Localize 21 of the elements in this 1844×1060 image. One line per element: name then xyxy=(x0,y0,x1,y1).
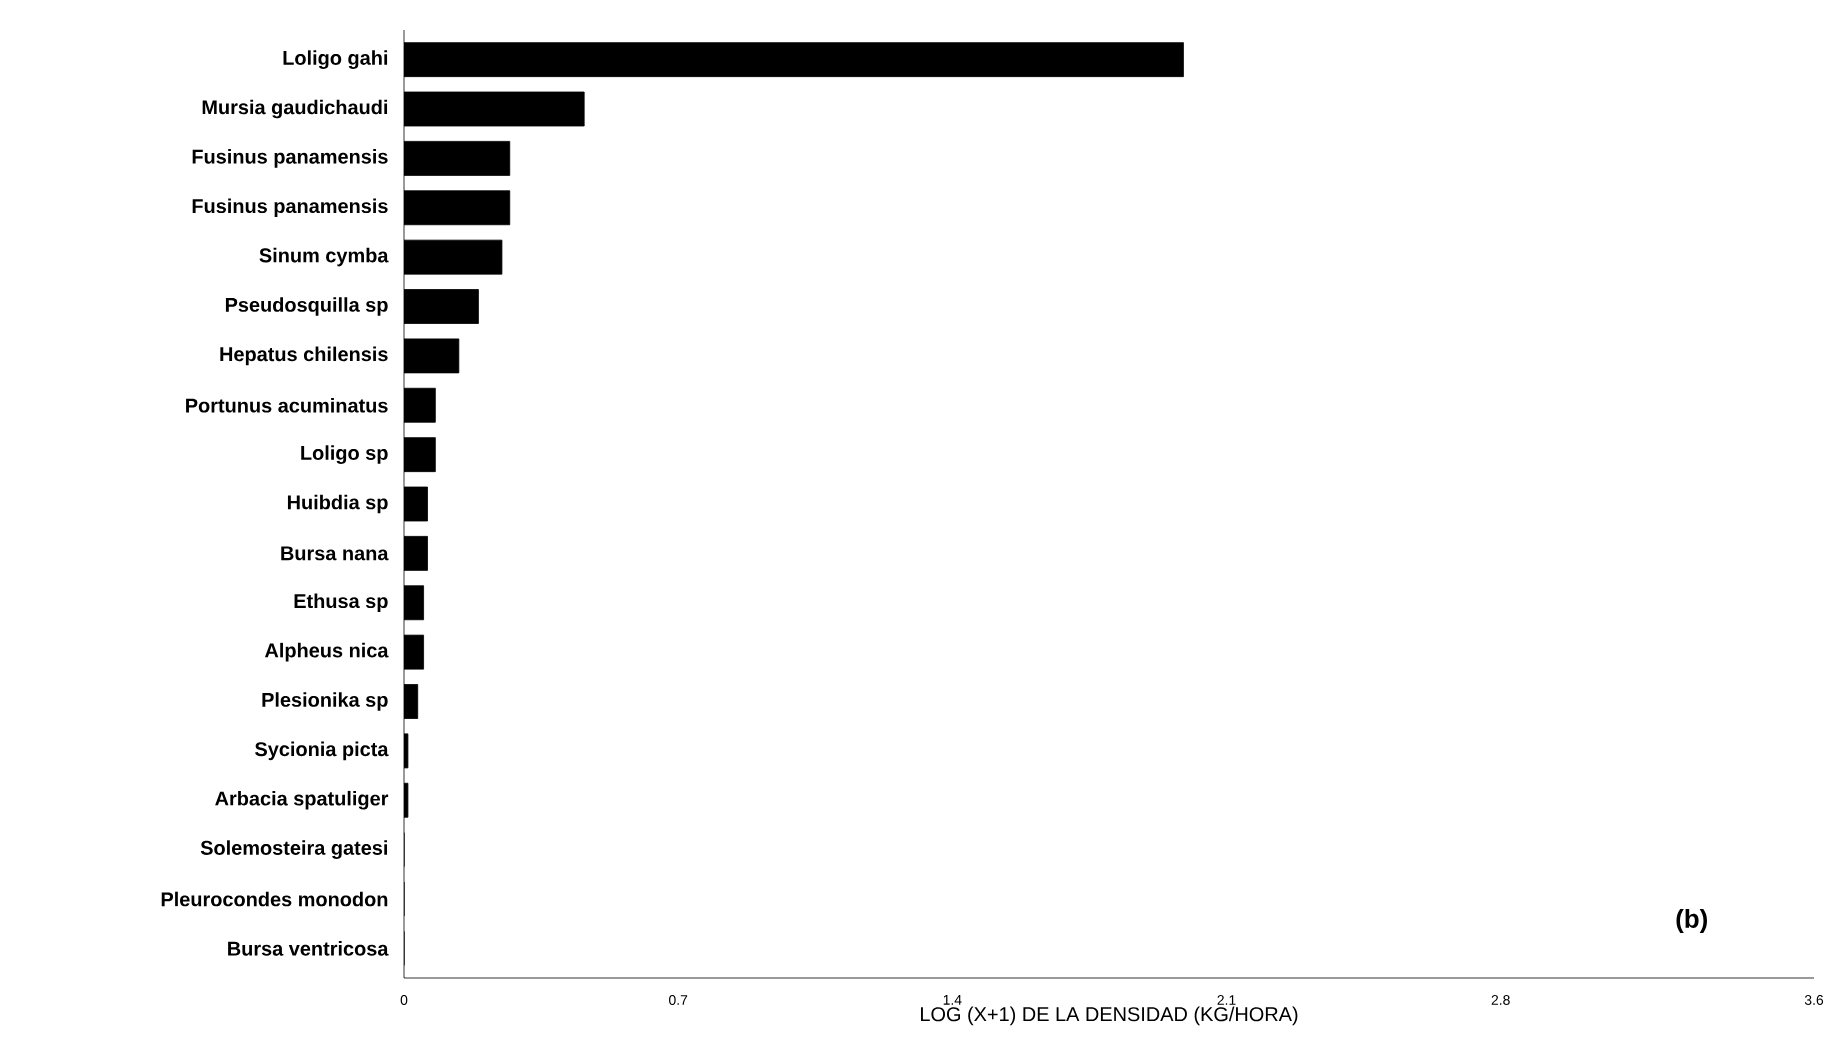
y-tick-label: Fusinus panamensis xyxy=(192,198,388,218)
y-tick-label: Fusinus panamensis xyxy=(192,149,388,168)
y-tick-label: Ethusa sp xyxy=(294,593,388,613)
x-axis-title: LOG (X+1) DE LA DENSIDAD (KG/HORA) xyxy=(921,1006,1298,1026)
y-tick-label: Sycionia picta xyxy=(255,741,389,761)
y-tick-label: Portunus acuminatus xyxy=(186,397,388,413)
y-tick-label: Alpheus nica xyxy=(264,642,389,662)
y-tick-label: Mursia gaudichaudi xyxy=(202,99,388,119)
y-tick-label: Solemosteira gatesi xyxy=(200,840,388,859)
y-tick-label: Huibdia sp xyxy=(287,494,388,514)
annotation: (b) xyxy=(1676,908,1707,934)
y-tick-label: Plesionika sp xyxy=(262,692,388,711)
y-tick-label: Hepatus chilensis xyxy=(220,346,388,366)
y-tick-label: Sinum cymba xyxy=(259,247,389,267)
y-tick-label: Arbacia spatuliger xyxy=(215,790,389,810)
y-tick-label: Pleurocondes monodon xyxy=(161,891,388,907)
y-tick-label: Loligo sp xyxy=(301,445,388,464)
y-tick-label: Loligo gahi xyxy=(283,50,388,69)
y-tick-label: Bursa nana xyxy=(281,546,389,561)
y-tick-label: Pseudosquilla sp xyxy=(225,297,388,316)
y-tick-label: Bursa ventricosa xyxy=(228,941,389,956)
